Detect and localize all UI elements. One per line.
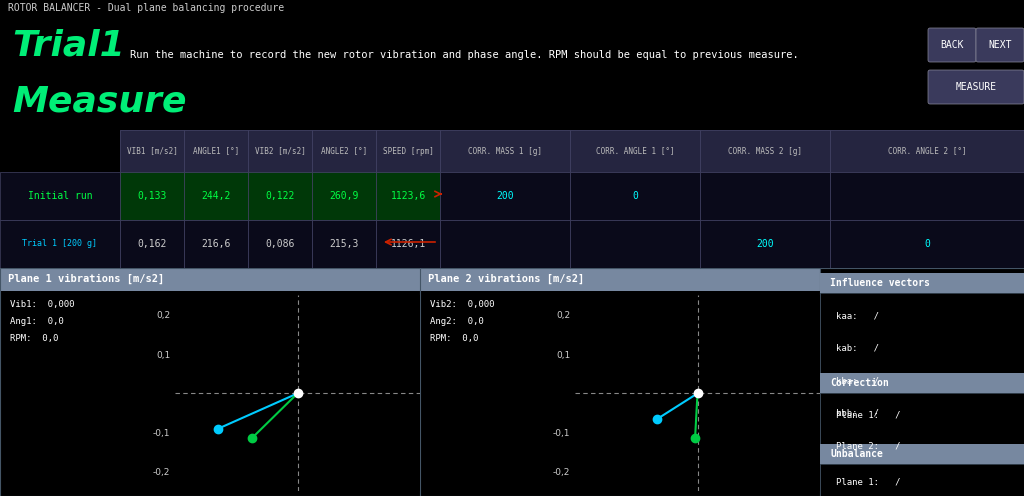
Bar — [440, 172, 570, 220]
Text: 1126,1: 1126,1 — [390, 239, 426, 249]
Text: CORR. MASS 2 [g]: CORR. MASS 2 [g] — [728, 146, 802, 156]
Bar — [570, 130, 700, 172]
Text: Measure: Measure — [12, 85, 186, 119]
Text: 0: 0 — [924, 239, 930, 249]
Bar — [184, 130, 248, 172]
Text: Initial run: Initial run — [28, 191, 92, 201]
Text: Vib1:  0,000: Vib1: 0,000 — [10, 300, 75, 309]
Text: Plane 1:   /: Plane 1: / — [837, 411, 901, 420]
Text: 0: 0 — [632, 191, 638, 201]
Bar — [820, 373, 1024, 393]
Text: BACK: BACK — [940, 40, 964, 50]
Bar — [820, 443, 1024, 464]
Text: NEXT: NEXT — [988, 40, 1012, 50]
Bar — [830, 220, 1024, 268]
Bar — [184, 172, 248, 220]
Bar — [0, 172, 120, 220]
Text: kaa:   /: kaa: / — [837, 311, 880, 320]
Text: 200: 200 — [756, 239, 774, 249]
Text: CORR. ANGLE 1 [°]: CORR. ANGLE 1 [°] — [596, 146, 675, 156]
Text: 244,2: 244,2 — [202, 191, 230, 201]
Text: MEASURE: MEASURE — [955, 82, 996, 92]
Text: Plane 2:   /: Plane 2: / — [837, 441, 901, 450]
Text: Trial 1 [200 g]: Trial 1 [200 g] — [23, 240, 97, 248]
Bar — [376, 130, 440, 172]
Text: Plane 1:   /: Plane 1: / — [837, 477, 901, 486]
Bar — [120, 130, 184, 172]
Text: 200: 200 — [497, 191, 514, 201]
Text: kba:   /: kba: / — [837, 376, 880, 385]
Text: ANGLE2 [°]: ANGLE2 [°] — [321, 146, 368, 156]
Bar — [184, 220, 248, 268]
Bar — [248, 172, 312, 220]
Bar — [700, 172, 830, 220]
Text: Correction: Correction — [830, 378, 889, 388]
Bar — [420, 268, 820, 291]
Bar — [120, 172, 184, 220]
Bar — [312, 172, 376, 220]
Text: kbb:   /: kbb: / — [837, 409, 880, 418]
Bar — [312, 130, 376, 172]
Text: RPM:  0,0: RPM: 0,0 — [430, 334, 478, 343]
Bar — [700, 130, 830, 172]
Bar — [820, 464, 1024, 496]
Text: Influence vectors: Influence vectors — [830, 278, 930, 288]
Bar — [0, 220, 120, 268]
FancyBboxPatch shape — [928, 28, 976, 62]
Bar — [440, 130, 570, 172]
FancyBboxPatch shape — [928, 70, 1024, 104]
Bar — [570, 220, 700, 268]
Text: 215,3: 215,3 — [330, 239, 358, 249]
Bar — [570, 172, 700, 220]
Bar — [820, 393, 1024, 455]
Bar — [120, 130, 1024, 172]
Bar — [312, 220, 376, 268]
Bar — [830, 172, 1024, 220]
Text: Trial1: Trial1 — [12, 28, 125, 62]
Bar — [376, 172, 440, 220]
Text: 216,6: 216,6 — [202, 239, 230, 249]
Bar — [440, 220, 570, 268]
Text: ROTOR BALANCER - Dual plane balancing procedure: ROTOR BALANCER - Dual plane balancing pr… — [8, 3, 285, 13]
Text: Ang2:  0,0: Ang2: 0,0 — [430, 317, 483, 326]
Bar — [120, 220, 184, 268]
Text: kab:   /: kab: / — [837, 344, 880, 353]
Text: 260,9: 260,9 — [330, 191, 358, 201]
Text: VIB2 [m/s2]: VIB2 [m/s2] — [255, 146, 305, 156]
Text: Plane 2 vibrations [m/s2]: Plane 2 vibrations [m/s2] — [428, 274, 585, 284]
Text: Vib2:  0,000: Vib2: 0,000 — [430, 300, 495, 309]
Text: SPEED [rpm]: SPEED [rpm] — [383, 146, 433, 156]
Text: Run the machine to record the new rotor vibration and phase angle. RPM should be: Run the machine to record the new rotor … — [130, 50, 799, 60]
Bar — [248, 220, 312, 268]
Bar — [830, 130, 1024, 172]
Text: VIB1 [m/s2]: VIB1 [m/s2] — [127, 146, 177, 156]
Text: 0,122: 0,122 — [265, 191, 295, 201]
Text: CORR. MASS 1 [g]: CORR. MASS 1 [g] — [468, 146, 542, 156]
Bar — [820, 293, 1024, 423]
Bar — [820, 273, 1024, 293]
Text: Plane 1 vibrations [m/s2]: Plane 1 vibrations [m/s2] — [8, 274, 165, 284]
Bar — [0, 268, 420, 291]
FancyBboxPatch shape — [976, 28, 1024, 62]
Bar — [700, 220, 830, 268]
Text: ANGLE1 [°]: ANGLE1 [°] — [193, 146, 240, 156]
Text: 0,133: 0,133 — [137, 191, 167, 201]
Text: 1123,6: 1123,6 — [390, 191, 426, 201]
Text: Unbalance: Unbalance — [830, 449, 883, 459]
Bar — [248, 130, 312, 172]
Text: RPM:  0,0: RPM: 0,0 — [10, 334, 58, 343]
Text: 0,086: 0,086 — [265, 239, 295, 249]
Text: Ang1:  0,0: Ang1: 0,0 — [10, 317, 65, 326]
Text: CORR. ANGLE 2 [°]: CORR. ANGLE 2 [°] — [888, 146, 967, 156]
Text: 0,162: 0,162 — [137, 239, 167, 249]
Bar — [376, 220, 440, 268]
